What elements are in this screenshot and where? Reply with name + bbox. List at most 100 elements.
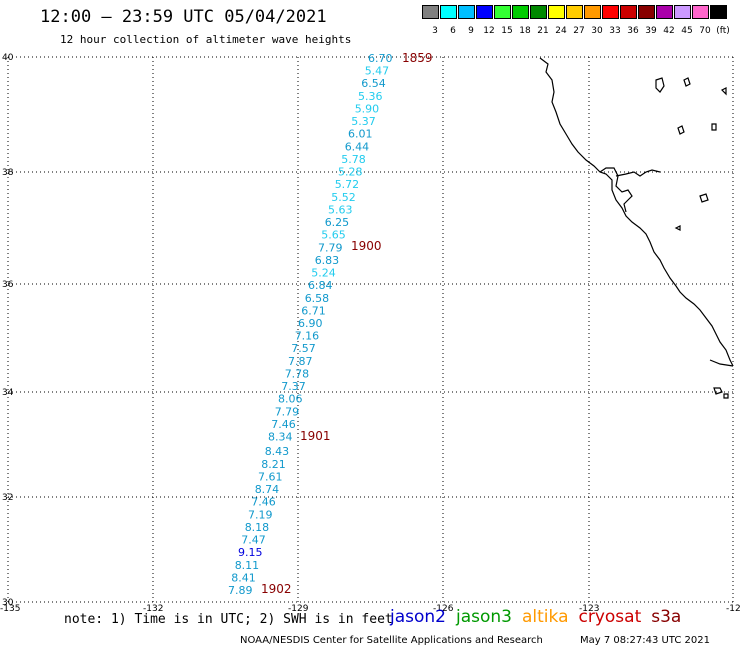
color-swatch xyxy=(476,5,493,19)
longitude-label: -129 xyxy=(288,604,309,614)
wave-height-value: 9.15 xyxy=(238,546,263,559)
small-lake-4 xyxy=(711,123,717,131)
california-coastline xyxy=(539,57,734,367)
wave-height-value: 5.72 xyxy=(335,178,360,191)
wave-height-value: 8.18 xyxy=(245,521,270,534)
island-1 xyxy=(713,387,723,395)
color-swatch xyxy=(692,5,709,19)
small-lake-1 xyxy=(677,125,685,135)
wave-height-value: 5.90 xyxy=(355,103,380,116)
color-scale-label: 3 xyxy=(432,26,438,36)
wave-height-value: 6.83 xyxy=(315,254,340,267)
color-swatch xyxy=(548,5,565,19)
color-swatch xyxy=(584,5,601,19)
color-swatch xyxy=(710,5,727,19)
track-time-label: 1859 xyxy=(402,51,433,65)
longitude-label: -135 xyxy=(0,604,20,614)
wave-height-value: 8.21 xyxy=(261,458,286,471)
color-scale-label: 27 xyxy=(573,26,585,36)
wave-height-value: 6.44 xyxy=(345,140,370,153)
color-scale-label: 12 xyxy=(483,26,495,36)
color-scale-label: 6 xyxy=(450,26,456,36)
wave-height-value: 7.89 xyxy=(228,584,253,597)
credit-text: NOAA/NESDIS Center for Satellite Applica… xyxy=(240,635,543,646)
color-scale-label: 70 xyxy=(699,26,711,36)
wave-height-value: 8.74 xyxy=(255,483,280,496)
color-scale-label: 21 xyxy=(537,26,549,36)
wave-height-value: 5.47 xyxy=(365,65,390,78)
small-lake-3 xyxy=(683,77,691,87)
wave-height-value: 5.36 xyxy=(358,90,383,103)
wave-height-value: 7.79 xyxy=(275,405,300,418)
wave-height-value: 7.37 xyxy=(281,380,306,393)
latitude-label: 38 xyxy=(2,168,14,178)
wave-height-value: 7.47 xyxy=(241,534,265,547)
color-scale-label: 33 xyxy=(609,26,621,36)
color-swatch xyxy=(674,5,691,19)
color-scale-label: 24 xyxy=(555,26,567,36)
lake-tahoe xyxy=(655,77,665,93)
coastline xyxy=(539,57,734,399)
wave-height-value: 6.70 xyxy=(368,52,393,65)
wave-height-value: 6.71 xyxy=(301,304,326,317)
color-scale-label: 45 xyxy=(681,26,693,36)
channel-coast xyxy=(709,359,734,367)
latitude-label: 36 xyxy=(2,280,14,290)
color-scale-label: 30 xyxy=(591,26,603,36)
footer-note: note: 1) Time is in UTC; 2) SWH is in fe… xyxy=(64,612,393,627)
wave-height-value: 5.63 xyxy=(328,203,353,216)
wave-height-value: 8.11 xyxy=(235,559,260,572)
wave-height-value: 7.46 xyxy=(271,418,296,431)
color-swatch xyxy=(566,5,583,19)
wave-height-value: 8.41 xyxy=(231,571,256,584)
satellite-legend: jason2 jason3 altika cryosat s3a xyxy=(390,607,691,627)
satellite-name: cryosat xyxy=(578,607,642,627)
wave-height-value: 7.19 xyxy=(248,508,273,521)
color-swatch xyxy=(638,5,655,19)
color-scale-label: 18 xyxy=(519,26,531,36)
wave-height-value: 6.25 xyxy=(325,216,350,229)
color-swatch xyxy=(440,5,457,19)
latitude-label: 34 xyxy=(2,388,14,398)
color-scale-label: 36 xyxy=(627,26,639,36)
wave-height-value: 5.65 xyxy=(321,229,346,242)
color-swatch xyxy=(656,5,673,19)
small-lake-6 xyxy=(720,87,727,96)
satellite-name: jason3 xyxy=(456,607,512,627)
latitude-label: 40 xyxy=(2,53,14,63)
satellite-name: s3a xyxy=(651,607,682,627)
color-swatch xyxy=(620,5,637,19)
wave-height-value: 5.24 xyxy=(311,267,336,280)
wave-height-value: 7.87 xyxy=(288,355,313,368)
wave-height-value: 6.90 xyxy=(298,317,323,330)
color-swatch xyxy=(530,5,547,19)
color-swatch xyxy=(602,5,619,19)
delta xyxy=(615,169,661,177)
small-lake-2 xyxy=(699,193,709,203)
small-lake-5 xyxy=(674,225,681,231)
wave-height-value: 5.52 xyxy=(331,191,356,204)
color-scale-label: (ft) xyxy=(716,26,730,36)
wave-height-value: 6.58 xyxy=(305,292,330,305)
sf-bay xyxy=(599,167,633,213)
longitude-label: -126 xyxy=(433,604,454,614)
color-swatch xyxy=(494,5,511,19)
color-swatch xyxy=(512,5,529,19)
track-time-label: 1902 xyxy=(261,582,292,596)
wave-height-value: 7.46 xyxy=(251,496,275,509)
wave-height-value: 6.54 xyxy=(361,77,386,90)
color-scale-label: 9 xyxy=(468,26,474,36)
wave-height-value: 8.06 xyxy=(278,393,303,406)
wave-height-value: 7.78 xyxy=(285,368,310,381)
satellite-name: jason2 xyxy=(390,607,446,627)
wave-height-value: 7.61 xyxy=(258,470,283,483)
wave-height-value: 5.37 xyxy=(351,115,376,128)
track-time-label: 1901 xyxy=(300,429,331,443)
credit-timestamp: May 7 08:27:43 UTC 2021 xyxy=(580,635,710,646)
color-scale-label: 42 xyxy=(663,26,675,36)
color-swatch xyxy=(458,5,475,19)
track-time-label: 1900 xyxy=(351,239,382,253)
color-swatch xyxy=(422,5,439,19)
wave-height-value: 6.01 xyxy=(348,128,373,141)
color-scale-label: 15 xyxy=(501,26,513,36)
